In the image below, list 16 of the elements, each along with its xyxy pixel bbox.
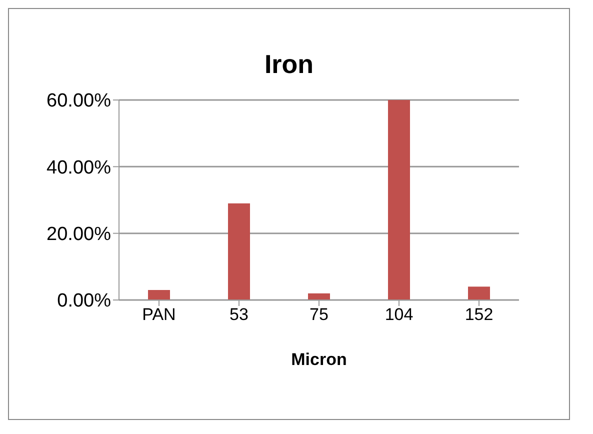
x-tick-label: 75 <box>310 305 328 324</box>
x-tick-label: 104 <box>384 305 414 324</box>
x-tick-label: 152 <box>464 305 494 324</box>
y-tick-label: 40.00% <box>46 157 112 178</box>
y-tick-label: 60.00% <box>46 90 112 112</box>
x-axis-title: Micron <box>291 350 347 369</box>
bar <box>388 100 410 300</box>
x-tick-label: PAN <box>142 305 176 324</box>
bar <box>468 286 490 300</box>
bar <box>308 293 330 300</box>
bar <box>148 290 170 300</box>
chart-title: Iron <box>263 49 315 80</box>
y-tick-label: 0.00% <box>57 290 112 312</box>
bar <box>228 203 250 300</box>
x-tick-label: 53 <box>230 305 248 324</box>
y-tick-label: 20.00% <box>46 224 112 246</box>
